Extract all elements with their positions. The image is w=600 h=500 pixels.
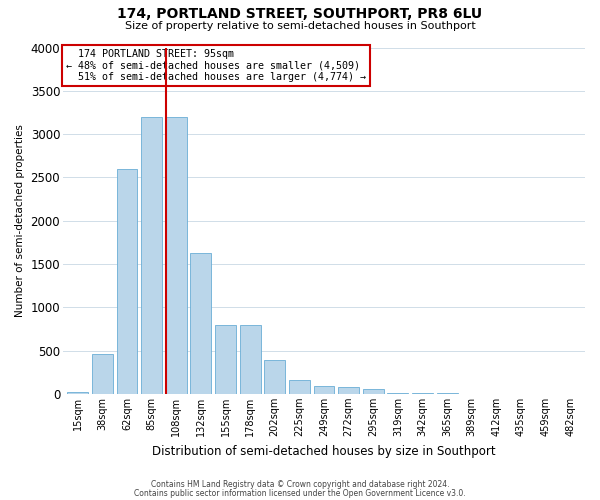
Bar: [239, 324, 260, 394]
Bar: [215, 324, 236, 394]
Bar: [264, 360, 285, 394]
Bar: [67, 392, 88, 394]
Bar: [363, 388, 383, 394]
Bar: [141, 117, 162, 394]
Bar: [289, 380, 310, 394]
Bar: [166, 117, 187, 394]
Bar: [338, 387, 359, 394]
Bar: [412, 393, 433, 394]
Text: Contains HM Land Registry data © Crown copyright and database right 2024.: Contains HM Land Registry data © Crown c…: [151, 480, 449, 489]
Text: 174, PORTLAND STREET, SOUTHPORT, PR8 6LU: 174, PORTLAND STREET, SOUTHPORT, PR8 6LU: [118, 8, 482, 22]
Bar: [92, 354, 113, 394]
Text: 174 PORTLAND STREET: 95sqm
← 48% of semi-detached houses are smaller (4,509)
  5: 174 PORTLAND STREET: 95sqm ← 48% of semi…: [65, 49, 365, 82]
Bar: [388, 392, 409, 394]
Bar: [190, 252, 211, 394]
Y-axis label: Number of semi-detached properties: Number of semi-detached properties: [15, 124, 25, 317]
Text: Contains public sector information licensed under the Open Government Licence v3: Contains public sector information licen…: [134, 488, 466, 498]
X-axis label: Distribution of semi-detached houses by size in Southport: Distribution of semi-detached houses by …: [152, 444, 496, 458]
Text: Size of property relative to semi-detached houses in Southport: Size of property relative to semi-detach…: [125, 21, 475, 31]
Bar: [314, 386, 334, 394]
Bar: [116, 168, 137, 394]
Bar: [437, 393, 458, 394]
